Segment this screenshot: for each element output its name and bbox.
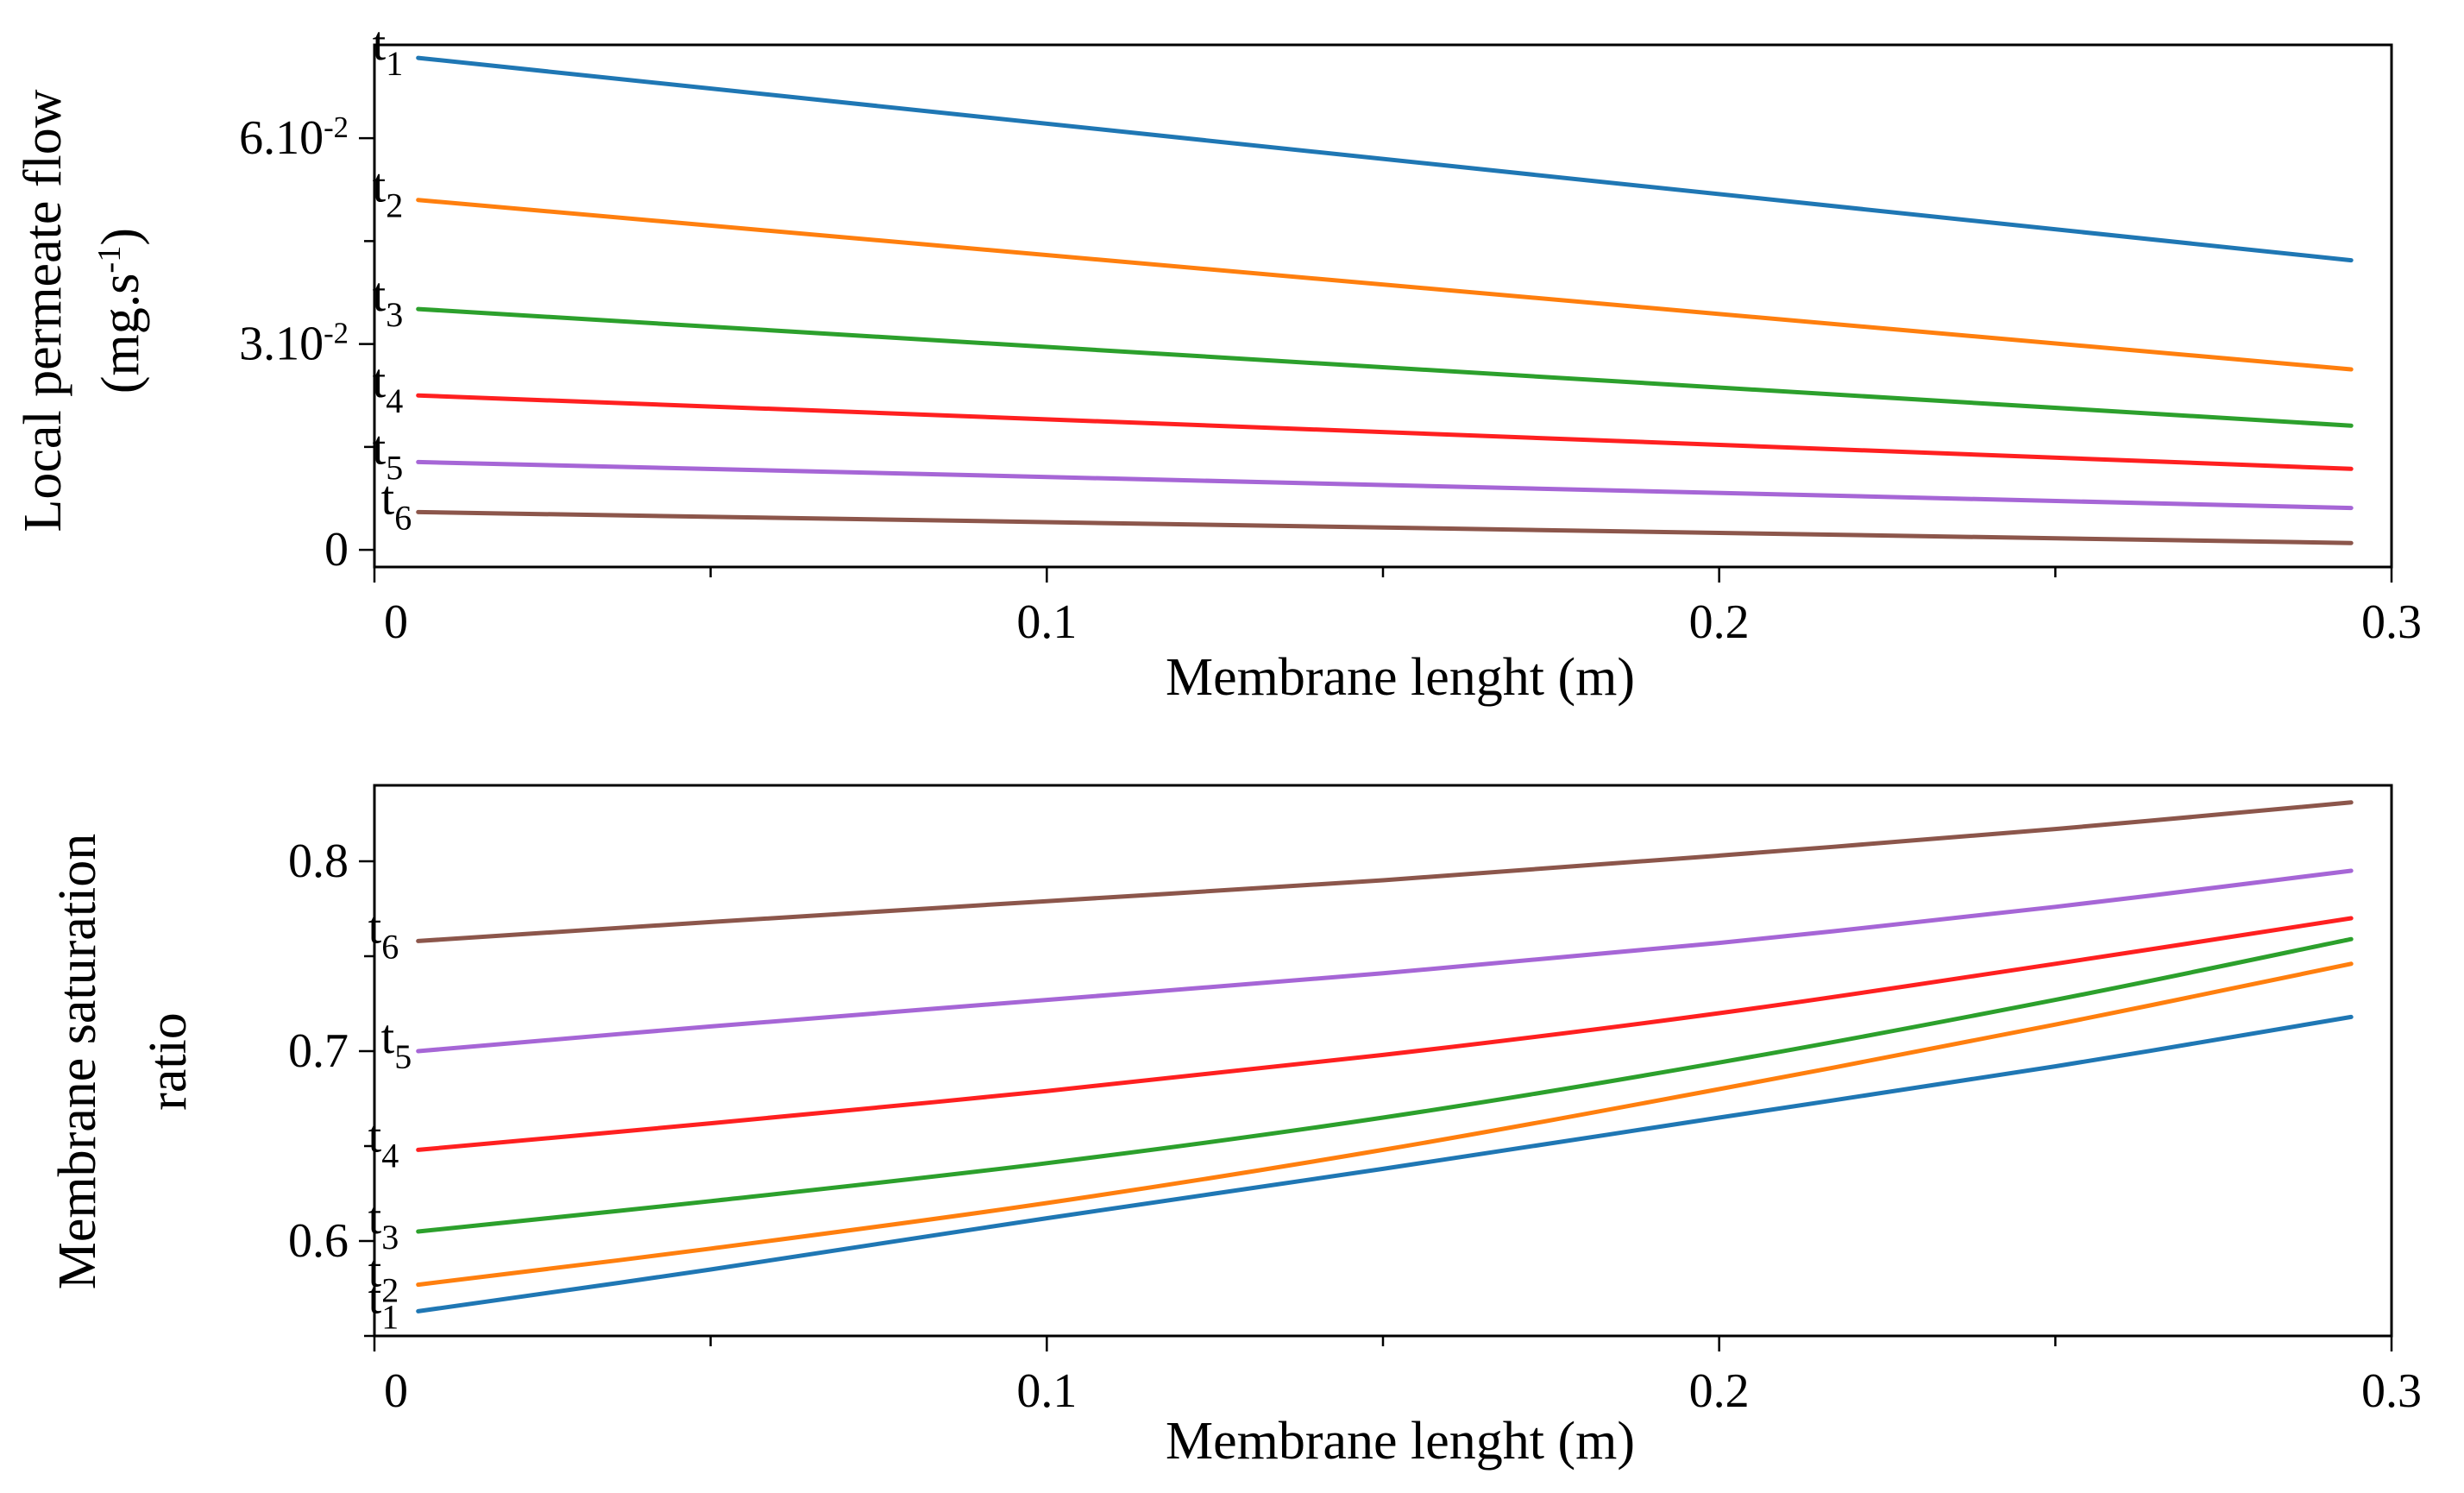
y-tick-label: 0.8 xyxy=(288,835,349,888)
series-line-t3 xyxy=(416,936,2354,1234)
series-line-t1 xyxy=(416,1014,2354,1313)
y-axis-title-line-2: ratio xyxy=(139,1012,198,1111)
x-tick-label: 0.2 xyxy=(1689,1364,1750,1418)
series-label-t1: t1 xyxy=(368,1270,399,1336)
x-axis-title: Membrane lenght (m) xyxy=(1166,1412,1635,1471)
x-tick-label: 0.3 xyxy=(2361,595,2422,649)
x-tick-label: 0 xyxy=(384,595,408,649)
chart-panel-1: 0 0.1 0.2 0.3 0 3.10-2 6.10-2 Membrane lenght (… xyxy=(14,17,2422,707)
series-line-t2 xyxy=(416,961,2354,1288)
series-label-t3: t3 xyxy=(373,268,404,334)
y-tick-label: 6.10-2 xyxy=(239,110,349,166)
chart-panel-2: 0 0.1 0.2 0.3 0.6 0.7 0.8 Membrane lenght (m) Me… xyxy=(48,784,2422,1471)
series-label-t6: t6 xyxy=(381,471,412,537)
series-label-t4: t4 xyxy=(373,355,404,420)
series-label-t5: t5 xyxy=(381,1011,412,1076)
series-label-t1: t1 xyxy=(373,17,404,83)
series-label-t6: t6 xyxy=(368,900,399,966)
series-label-t5: t5 xyxy=(373,421,404,487)
x-tick-label: 0.3 xyxy=(2361,1364,2422,1418)
y-axis-title-line-1: Membrane saturation xyxy=(48,834,107,1290)
y-tick-label: 3.10-2 xyxy=(239,316,349,371)
x-tick-label: 0 xyxy=(384,1364,408,1418)
series-line-t3 xyxy=(416,306,2354,428)
y-tick-label: 0.6 xyxy=(288,1214,349,1268)
y-axis-title-line-1: Local permeate flow xyxy=(14,89,72,532)
y-tick-label: 0 xyxy=(324,523,349,576)
x-tick-label: 0.1 xyxy=(1016,1364,1077,1418)
x-axis-title: Membrane lenght (m) xyxy=(1166,648,1635,707)
series-line-t5 xyxy=(416,868,2354,1054)
series-line-t4 xyxy=(416,916,2354,1152)
series-line-t5 xyxy=(416,459,2354,511)
series-label-t3: t3 xyxy=(368,1191,399,1257)
series-line-t2 xyxy=(416,198,2354,372)
y-axis-title-line-2: (mg.s-1) xyxy=(91,228,150,394)
x-tick-label: 0.2 xyxy=(1689,595,1750,649)
series-line-t1 xyxy=(416,55,2354,263)
series-label-t2: t2 xyxy=(373,160,404,225)
series-line-t4 xyxy=(416,393,2354,471)
plot-frame xyxy=(373,43,2393,569)
y-tick-label: 0.7 xyxy=(288,1024,349,1078)
series-line-t6 xyxy=(416,509,2354,545)
series-label-t2: t2 xyxy=(368,1244,399,1310)
series-label-t4: t4 xyxy=(368,1109,399,1175)
series-line-t6 xyxy=(416,800,2354,943)
x-tick-label: 0.1 xyxy=(1016,595,1077,649)
